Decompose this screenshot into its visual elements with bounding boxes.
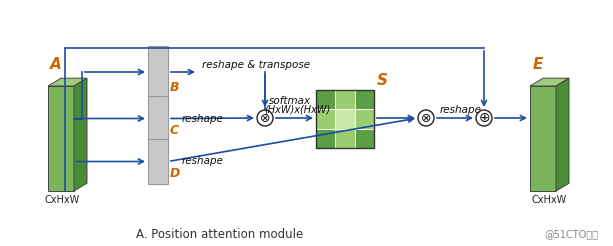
Text: E: E [533,57,543,72]
Text: C: C [170,124,179,137]
Text: softmax: softmax [269,96,311,106]
Polygon shape [48,86,74,191]
Bar [148,96,168,141]
Text: $\otimes$: $\otimes$ [421,111,432,124]
Polygon shape [556,78,569,191]
Text: reshape: reshape [440,105,482,115]
Bar [316,90,335,109]
Circle shape [257,110,273,126]
Bar [335,129,355,148]
Text: $\oplus$: $\oplus$ [478,111,490,125]
Bar [335,109,355,129]
Circle shape [418,110,434,126]
Bar [316,90,374,148]
Polygon shape [530,86,556,191]
Bar [355,90,374,109]
Bar [355,129,374,148]
Text: reshape: reshape [182,156,224,167]
Text: @51CTO博客: @51CTO博客 [544,229,598,239]
Polygon shape [74,78,87,191]
Text: B: B [170,81,180,94]
Text: CxHxW: CxHxW [44,195,80,205]
Bar [335,90,355,109]
Text: reshape & transpose: reshape & transpose [202,60,310,70]
Bar [148,139,168,184]
Circle shape [476,110,492,126]
Text: (HxW)x(HxW): (HxW)x(HxW) [264,105,330,115]
Text: S: S [377,73,388,88]
Bar [316,129,335,148]
Text: A: A [50,57,62,72]
Polygon shape [48,78,87,86]
Text: D: D [170,167,180,180]
Text: reshape: reshape [182,113,224,123]
Bar [355,109,374,129]
Bar [148,46,168,98]
Bar [316,109,335,129]
Polygon shape [530,78,569,86]
Text: CxHxW: CxHxW [532,195,567,205]
Text: A. Position attention module: A. Position attention module [136,228,303,241]
Text: $\otimes$: $\otimes$ [259,111,271,124]
